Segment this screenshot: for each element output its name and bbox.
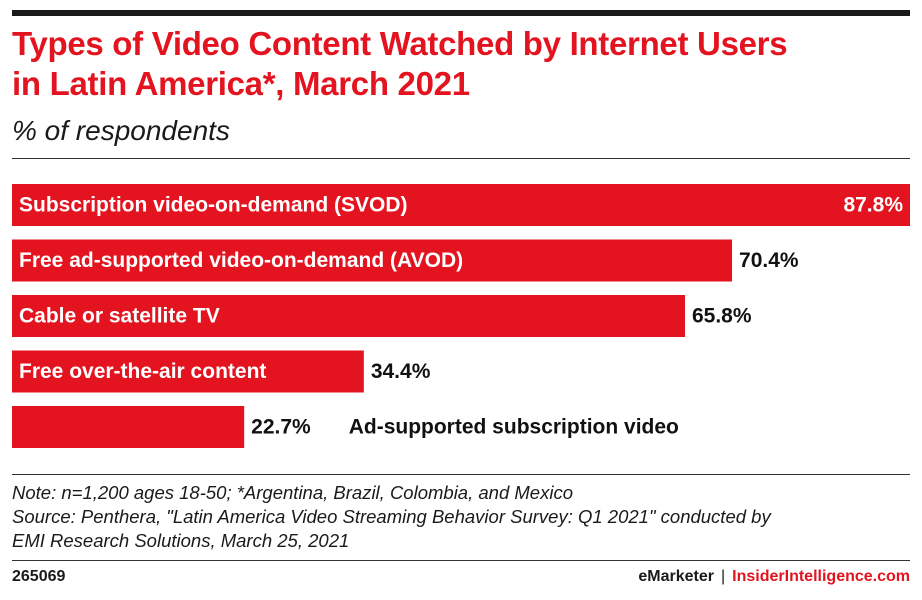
footer-brand: eMarketer | InsiderIntelligence.com xyxy=(638,568,910,586)
insider-intelligence-link[interactable]: InsiderIntelligence.com xyxy=(732,568,910,585)
bar xyxy=(12,239,733,282)
category-label: Subscription video-on-demand (SVOD) xyxy=(19,194,408,217)
chart-title-line-1: Types of Video Content Watched by Intern… xyxy=(12,25,788,62)
emarketer-logo-text: eMarketer xyxy=(638,568,715,585)
value-label: 22.7% xyxy=(251,416,311,439)
chart-subtitle: % of respondents xyxy=(12,115,230,146)
source-text-line-1: Source: Penthera, "Latin America Video S… xyxy=(12,506,771,527)
category-label: Ad-supported subscription video xyxy=(349,416,679,439)
source-text-line-2: EMI Research Solutions, March 25, 2021 xyxy=(12,530,350,551)
bar-chart: Subscription video-on-demand (SVOD) 87.8%… xyxy=(12,184,910,448)
bar xyxy=(12,350,364,393)
category-label: Cable or satellite TV xyxy=(19,305,220,328)
brand-separator: | xyxy=(721,568,726,585)
category-label: Free ad-supported video-on-demand (AVOD) xyxy=(19,249,463,272)
chart-title: Types of Video Content Watched by Intern… xyxy=(12,24,912,104)
chart-title-line-2: in Latin America*, March 2021 xyxy=(12,65,470,102)
header-divider xyxy=(12,158,910,159)
footer-divider xyxy=(12,560,910,561)
bar xyxy=(12,184,910,226)
value-label: 34.4% xyxy=(371,360,431,383)
value-label: 65.8% xyxy=(692,305,752,328)
chart-id: 265069 xyxy=(12,568,66,585)
category-label: Free over-the-air content xyxy=(19,360,266,383)
bar xyxy=(12,406,245,448)
bar xyxy=(12,295,685,337)
value-label: 70.4% xyxy=(739,249,799,272)
note-text: Note: n=1,200 ages 18-50; *Argentina, Br… xyxy=(12,482,573,503)
footnote: Note: n=1,200 ages 18-50; *Argentina, Br… xyxy=(12,481,912,553)
value-label: 87.8% xyxy=(843,194,903,217)
top-rule xyxy=(12,10,910,16)
footnote-divider xyxy=(12,474,910,475)
